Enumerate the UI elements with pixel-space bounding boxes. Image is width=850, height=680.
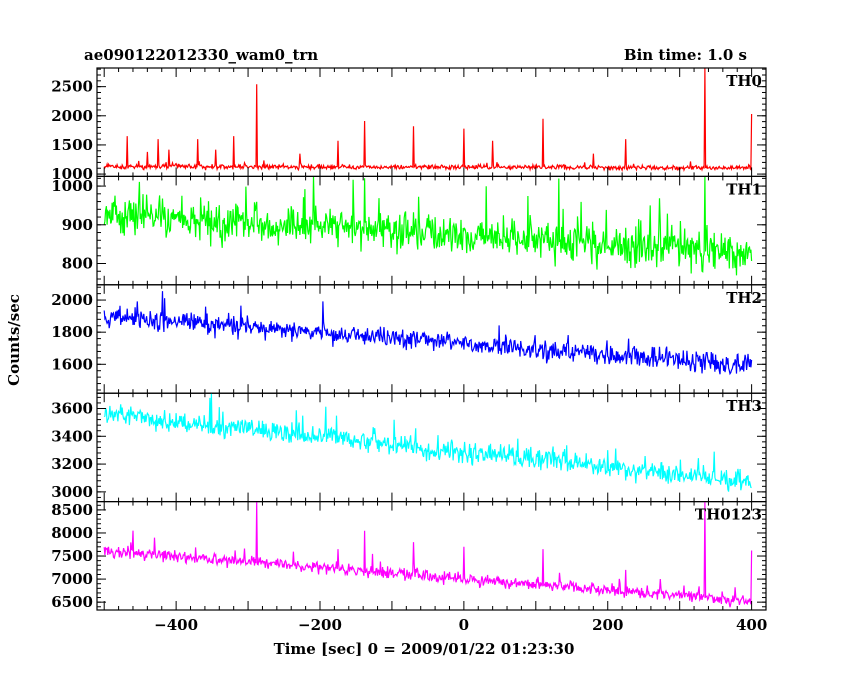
y-tick-label: 2000	[51, 291, 93, 309]
y-tick-label: 1000	[51, 165, 93, 183]
y-tick-label: 3200	[51, 455, 93, 473]
x-tick-label: 400	[736, 616, 767, 634]
y-tick-label: 1800	[51, 323, 93, 341]
series-line-th2	[103, 291, 753, 376]
x-tick-label: 0	[459, 616, 469, 634]
y-tick-label: 900	[62, 216, 93, 234]
y-tick-label: 1500	[51, 136, 93, 154]
y-tick-label: 1600	[51, 355, 93, 373]
series-line-th0123	[103, 501, 753, 608]
panel-th0123: 6500 7000 7500 8000 8500 TH0123	[51, 501, 767, 611]
y-tick-label: 800	[62, 255, 93, 273]
panel-label: TH0	[726, 72, 762, 90]
y-tick-label: 2000	[51, 107, 93, 125]
panel-th1: 800 900 1000 TH1	[51, 175, 767, 286]
series-line-th1	[103, 176, 753, 276]
chart-title: ae090122012330_wam0_trn	[84, 46, 318, 64]
y-tick-label: 8500	[51, 501, 93, 519]
y-tick-label: 7000	[51, 570, 93, 588]
x-axis-label: Time [sec] 0 = 2009/01/22 01:23:30	[274, 640, 575, 658]
y-tick-label: 3600	[51, 399, 93, 417]
panel-label: TH1	[726, 180, 762, 198]
y-tick-label: 2500	[51, 78, 93, 96]
y-tick-label: 6500	[51, 593, 93, 611]
series-line-th3	[103, 393, 752, 492]
x-tick-label: −400	[154, 616, 198, 634]
y-tick-label: 3000	[51, 483, 93, 501]
panel-th0: 1000 1500 2000 2500 TH0	[51, 67, 767, 183]
panel-frame	[96, 392, 767, 503]
panel-label: TH0123	[695, 506, 762, 524]
y-axis-label: Counts/sec	[5, 294, 23, 386]
series-line-th0	[103, 67, 753, 173]
panel-label: TH3	[726, 397, 762, 415]
x-tick-label: −200	[298, 616, 342, 634]
y-tick-label: 8000	[51, 524, 93, 542]
y-tick-label: 1000	[51, 177, 93, 195]
panel-label: TH2	[726, 289, 762, 307]
panel-th3: 3000 3200 3400 3600 TH3	[51, 392, 767, 503]
y-tick-label: 3400	[51, 427, 93, 445]
x-tick-label: 200	[592, 616, 623, 634]
bin-time-label: Bin time: 1.0 s	[624, 46, 747, 64]
panel-th2: 1600 1800 2000 TH2	[51, 284, 767, 394]
y-tick-label: 7500	[51, 547, 93, 565]
